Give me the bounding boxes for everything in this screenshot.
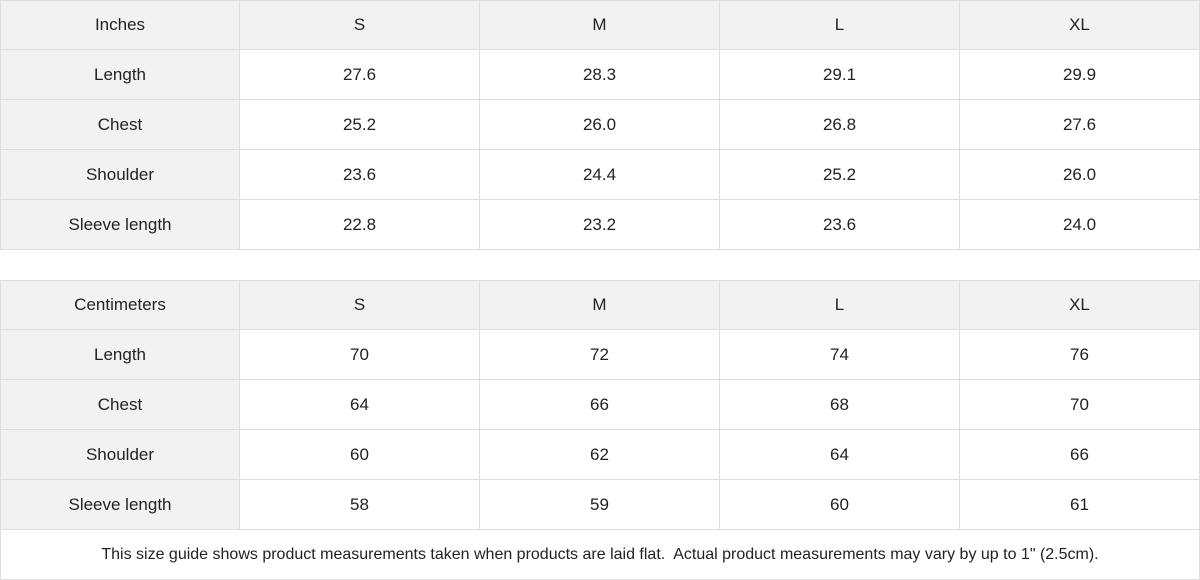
row-label: Sleeve length (1, 200, 240, 250)
table-cell: 70 (960, 380, 1200, 430)
table-cell: 25.2 (720, 150, 960, 200)
table-cell: 23.2 (480, 200, 720, 250)
header-cell: Inches (1, 1, 240, 50)
table-cell: 66 (960, 430, 1200, 480)
table-cell: 59 (480, 480, 720, 530)
table-cell: 76 (960, 330, 1200, 380)
table-cell: 26.0 (480, 100, 720, 150)
header-cell: M (480, 281, 720, 330)
table-cell: 27.6 (240, 50, 480, 100)
row-label: Length (1, 50, 240, 100)
footnote: This size guide shows product measuremen… (0, 530, 1200, 580)
row-label: Length (1, 330, 240, 380)
table-cell: 26.0 (960, 150, 1200, 200)
row-label: Shoulder (1, 150, 240, 200)
row-label: Shoulder (1, 430, 240, 480)
table-cell: 64 (240, 380, 480, 430)
table-cell: 28.3 (480, 50, 720, 100)
table-cell: 70 (240, 330, 480, 380)
size-table: Inches S M L XL Length 27.6 28.3 29.1 29.9 Chest 25… (0, 0, 1200, 250)
header-cell: M (480, 1, 720, 50)
table-cell: 29.1 (720, 50, 960, 100)
table-cell: 23.6 (720, 200, 960, 250)
table-cell: 64 (720, 430, 960, 480)
table-cell: 26.8 (720, 100, 960, 150)
row-label: Chest (1, 380, 240, 430)
table-cell: 61 (960, 480, 1200, 530)
table-cell: 60 (720, 480, 960, 530)
table-cell: 58 (240, 480, 480, 530)
table-cell: 74 (720, 330, 960, 380)
table-cell: 68 (720, 380, 960, 430)
table-cell: 24.0 (960, 200, 1200, 250)
header-cell: Centimeters (1, 281, 240, 330)
header-cell: S (240, 281, 480, 330)
table-cell: 29.9 (960, 50, 1200, 100)
table-cell: 27.6 (960, 100, 1200, 150)
row-label: Chest (1, 100, 240, 150)
table-cell: 22.8 (240, 200, 480, 250)
table-cell: 72 (480, 330, 720, 380)
table-cell: 66 (480, 380, 720, 430)
table-cell: 60 (240, 430, 480, 480)
table-cell: 23.6 (240, 150, 480, 200)
header-cell: S (240, 1, 480, 50)
size-table: Centimeters S M L XL Length 70 72 74 76 Chest 64 66 6… (0, 280, 1200, 530)
header-cell: XL (960, 281, 1200, 330)
table-cell: 25.2 (240, 100, 480, 150)
header-cell: L (720, 281, 960, 330)
header-cell: L (720, 1, 960, 50)
table-cell: 62 (480, 430, 720, 480)
table-cell: 24.4 (480, 150, 720, 200)
row-label: Sleeve length (1, 480, 240, 530)
header-cell: XL (960, 1, 1200, 50)
